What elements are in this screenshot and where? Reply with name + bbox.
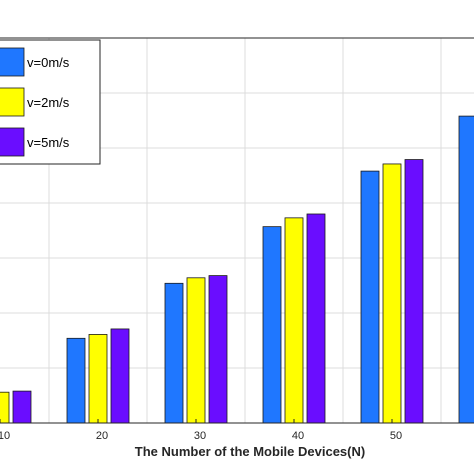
bar-v=5m/s-10 xyxy=(12,390,32,424)
legend-label: v=2m/s xyxy=(27,95,70,110)
bar-v=5m/s-50 xyxy=(404,159,424,424)
bar-v=2m/s-50 xyxy=(382,163,402,424)
bar-v=5m/s-40 xyxy=(306,213,326,424)
bar-v=0m/s-50 xyxy=(360,170,380,424)
bar-v=2m/s-40 xyxy=(284,217,304,424)
legend: v=0m/s v=2m/s v=5m/s xyxy=(0,39,101,165)
legend-swatch xyxy=(0,47,25,77)
bar-group xyxy=(0,115,474,424)
x-axis-title: The Number of the Mobile Devices(N) xyxy=(135,444,365,459)
x-tick-label: 50 xyxy=(390,430,402,442)
bar-v=2m/s-10 xyxy=(0,391,10,424)
legend-swatch xyxy=(0,127,25,157)
bar-v=0m/s-60 xyxy=(458,115,474,424)
bar-v=0m/s-30 xyxy=(164,282,184,424)
plot-frame xyxy=(0,37,474,424)
legend-label: v=5m/s xyxy=(27,135,70,150)
bar-v=0m/s-20 xyxy=(66,337,86,424)
x-tick-label: 20 xyxy=(96,430,108,442)
bar-v=0m/s-40 xyxy=(262,226,282,424)
legend-swatch xyxy=(0,87,25,117)
bar-v=2m/s-30 xyxy=(186,277,206,424)
legend-label: v=0m/s xyxy=(27,55,70,70)
x-tick-label: 30 xyxy=(194,430,206,442)
x-tick-label: 10 xyxy=(0,430,10,442)
x-axis-ticks: 102030405060 xyxy=(0,419,402,442)
bar-v=5m/s-20 xyxy=(110,328,130,424)
bar-v=2m/s-20 xyxy=(88,334,108,424)
bar-v=5m/s-30 xyxy=(208,275,228,424)
x-tick-label: 40 xyxy=(292,430,304,442)
